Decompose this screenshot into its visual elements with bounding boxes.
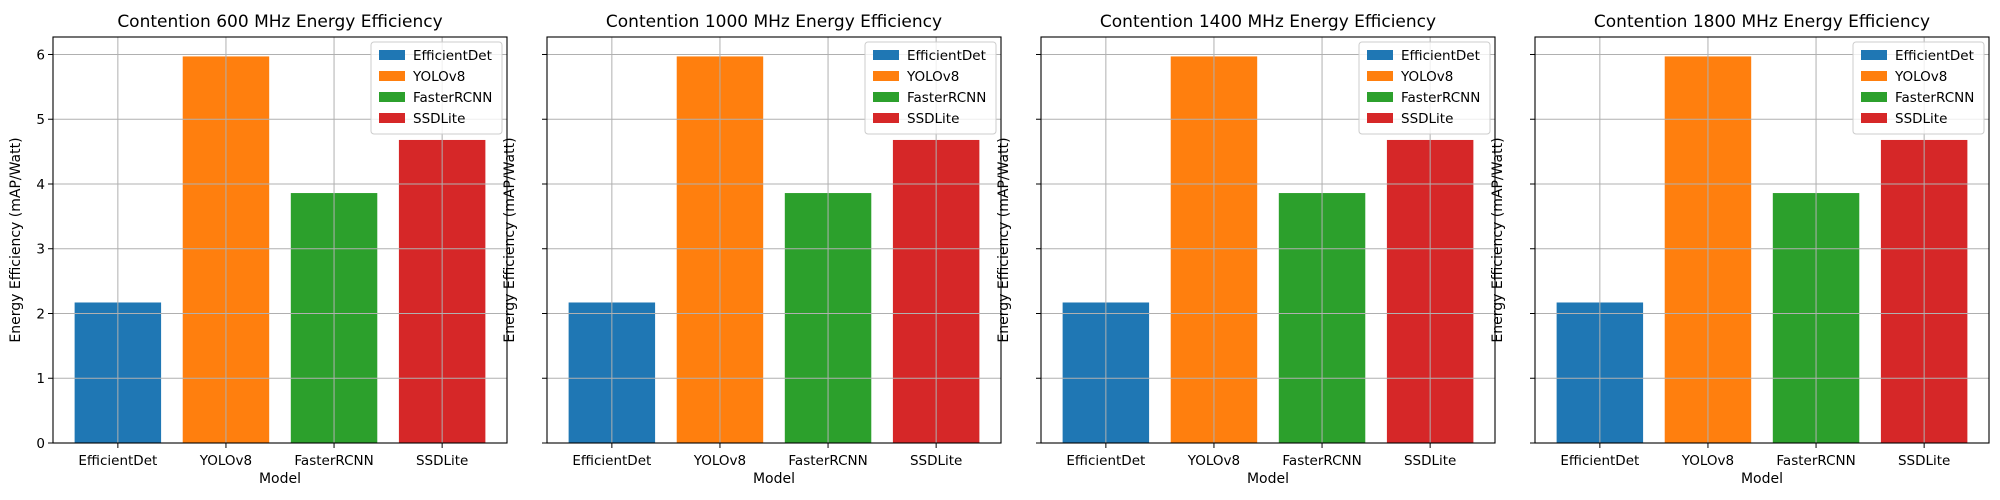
panel-4-title: Contention 1800 MHz Energy Efficiency [1594, 12, 1930, 32]
panel-3-legend-swatch-efficientdet [1367, 50, 1393, 60]
panel-3-xtick-label-yolov8: YOLOv8 [1187, 453, 1240, 469]
panel-1-legend-swatch-efficientdet [379, 50, 405, 60]
panel-4-xtick-label-fasterrcnn: FasterRCNN [1776, 453, 1855, 469]
panel-1-legend-label-efficientdet: EfficientDet [413, 48, 492, 64]
panel-3-ylabel: Energy Efficiency (mAP/Watt) [996, 137, 1012, 342]
panel-4-legend-box [1852, 41, 1985, 135]
panel-2-xtick-label-ssdlite: SSDLite [910, 453, 962, 469]
panel-1-ytick-label-6: 6 [36, 47, 45, 63]
panel-1-legend-label-ssdlite: SSDLite [413, 111, 465, 127]
panel-2-legend-swatch-yolov8 [873, 71, 899, 81]
panel-4-ylabel: Energy Efficiency (mAP/Watt) [1490, 137, 1506, 342]
panel-4-legend-swatch-efficientdet [1861, 50, 1887, 60]
panel-1-ylabel: Energy Efficiency (mAP/Watt) [8, 137, 24, 342]
panel-2-legend-label-ssdlite: SSDLite [907, 111, 959, 127]
panel-3-legend: EfficientDet YOLOv8 FasterRCNN SSDLite [1358, 41, 1491, 135]
panel-4-xlabel: Model [1741, 471, 1783, 487]
panel-1: Contention 600 MHz Energy Efficiency 0 1 2 3… [8, 12, 508, 487]
panel-2-legend-box [864, 41, 997, 135]
panel-4-legend-label-ssdlite: SSDLite [1895, 111, 1947, 127]
panel-1-legend-swatch-fasterrcnn [379, 92, 405, 102]
panel-1-legend-swatch-yolov8 [379, 71, 405, 81]
panel-3-legend-label-efficientdet: EfficientDet [1401, 48, 1480, 64]
panel-2-xtick-label-efficientdet: EfficientDet [572, 453, 651, 469]
panel-2-xtick-label-yolov8: YOLOv8 [693, 453, 746, 469]
panel-3-xtick-label-efficientdet: EfficientDet [1066, 453, 1145, 469]
panel-1-xtick-label-yolov8: YOLOv8 [199, 453, 252, 469]
panel-1-xtick-label-fasterrcnn: FasterRCNN [294, 453, 373, 469]
panel-1-legend: EfficientDet YOLOv8 FasterRCNN SSDLite [370, 41, 503, 135]
panel-2-legend-swatch-efficientdet [873, 50, 899, 60]
panel-1-legend-label-yolov8: YOLOv8 [412, 69, 465, 85]
panel-4-xtick-label-efficientdet: EfficientDet [1560, 453, 1639, 469]
panel-3-title: Contention 1400 MHz Energy Efficiency [1100, 12, 1436, 32]
panel-1-xlabel: Model [259, 471, 301, 487]
panel-3-legend-label-fasterrcnn: FasterRCNN [1401, 90, 1480, 106]
panel-2-legend-label-fasterrcnn: FasterRCNN [907, 90, 986, 106]
panel-1-legend-box [370, 41, 503, 135]
panel-2-legend-swatch-fasterrcnn [873, 92, 899, 102]
panel-2: Contention 1000 MHz Energy Efficiency Eff… [502, 12, 1002, 487]
panel-1-ytick-label-4: 4 [36, 177, 45, 193]
panel-4-legend-label-efficientdet: EfficientDet [1895, 48, 1974, 64]
panel-1-ytick-label-5: 5 [36, 112, 45, 128]
panel-1-title: Contention 600 MHz Energy Efficiency [117, 12, 442, 32]
panel-1-ytick-label-0: 0 [36, 436, 45, 452]
panel-1-xtick-label-ssdlite: SSDLite [416, 453, 468, 469]
panel-2-xtick-label-fasterrcnn: FasterRCNN [788, 453, 867, 469]
panel-4-xtick-label-ssdlite: SSDLite [1898, 453, 1950, 469]
panel-3-xlabel: Model [1247, 471, 1289, 487]
panel-2-ylabel: Energy Efficiency (mAP/Watt) [502, 137, 518, 342]
panel-4-legend-swatch-fasterrcnn [1861, 92, 1887, 102]
panel-1-legend-swatch-ssdlite [379, 113, 405, 123]
panel-3-xtick-label-fasterrcnn: FasterRCNN [1282, 453, 1361, 469]
panel-4-legend-label-yolov8: YOLOv8 [1894, 69, 1947, 85]
panel-2-legend-label-yolov8: YOLOv8 [906, 69, 959, 85]
panel-1-ytick-label-1: 1 [36, 371, 45, 387]
panel-2-legend: EfficientDet YOLOv8 FasterRCNN SSDLite [864, 41, 997, 135]
panel-4-legend-swatch-ssdlite [1861, 113, 1887, 123]
panel-1-ytick-label-2: 2 [36, 306, 45, 322]
panel-1-legend-label-fasterrcnn: FasterRCNN [413, 90, 492, 106]
panel-1-frame [52, 36, 508, 444]
panel-4-legend: EfficientDet YOLOv8 FasterRCNN SSDLite [1852, 41, 1985, 135]
panel-3-legend-label-ssdlite: SSDLite [1401, 111, 1453, 127]
panel-1-ytick-label-3: 3 [36, 242, 45, 258]
panel-4-xtick-label-yolov8: YOLOv8 [1681, 453, 1734, 469]
panel-2-xlabel: Model [753, 471, 795, 487]
panel-3-legend-swatch-fasterrcnn [1367, 92, 1393, 102]
panel-3-legend-box [1358, 41, 1491, 135]
panel-1-xtick-label-efficientdet: EfficientDet [78, 453, 157, 469]
panel-3-legend-label-yolov8: YOLOv8 [1400, 69, 1453, 85]
panel-2-title: Contention 1000 MHz Energy Efficiency [606, 12, 942, 32]
panel-2-legend-label-efficientdet: EfficientDet [907, 48, 986, 64]
panel-2-legend-swatch-ssdlite [873, 113, 899, 123]
panel-4: Contention 1800 MHz Energy Efficiency Eff… [1490, 12, 1990, 487]
panel-3-frame [1040, 36, 1496, 444]
panel-4-frame [1534, 36, 1990, 444]
panel-3: Contention 1400 MHz Energy Efficiency Eff… [996, 12, 1496, 487]
panel-4-legend-label-fasterrcnn: FasterRCNN [1895, 90, 1974, 106]
panel-3-legend-swatch-yolov8 [1367, 71, 1393, 81]
panel-2-frame [546, 36, 1002, 444]
panel-3-legend-swatch-ssdlite [1367, 113, 1393, 123]
panel-3-xtick-label-ssdlite: SSDLite [1404, 453, 1456, 469]
panel-4-legend-swatch-yolov8 [1861, 71, 1887, 81]
